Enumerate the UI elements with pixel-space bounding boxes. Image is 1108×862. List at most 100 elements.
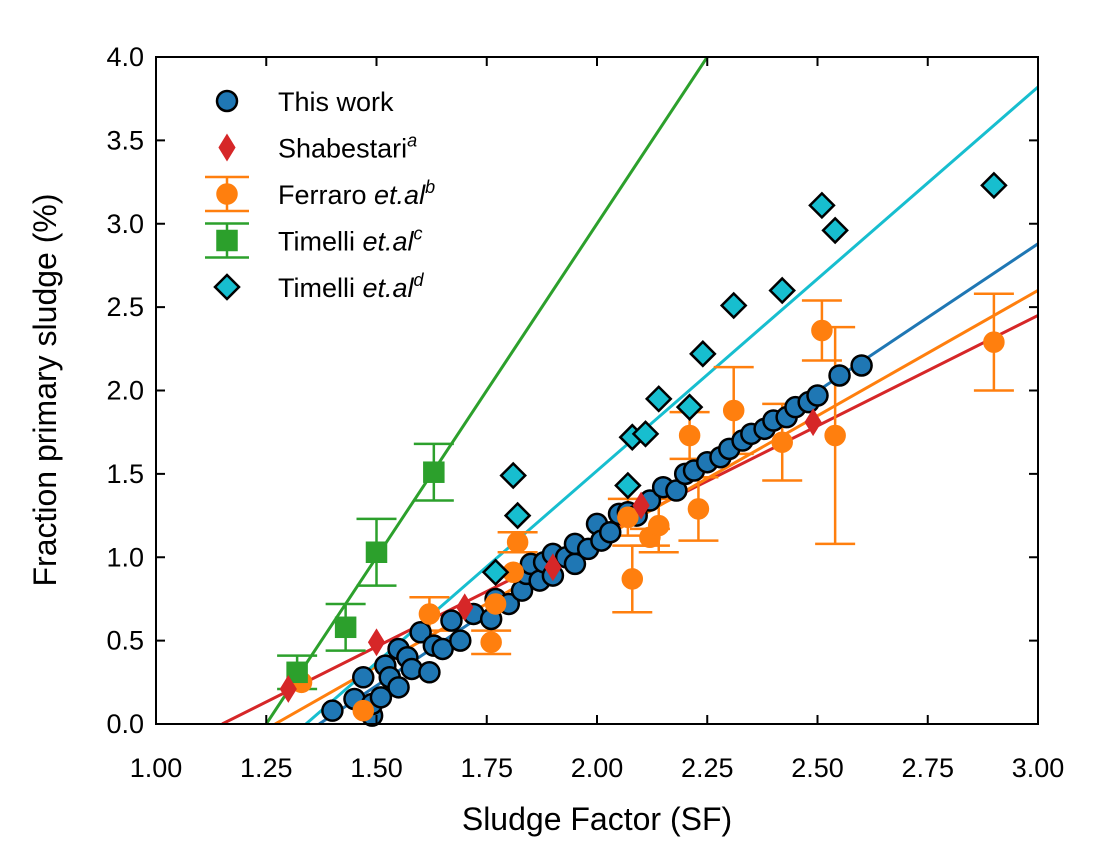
legend-marker-shabestari <box>218 133 236 162</box>
legend-label-part: et.al <box>363 273 415 303</box>
legend-marker-timelli_d <box>213 273 241 301</box>
point-ferraro <box>687 498 710 520</box>
point-shabestari <box>456 593 474 622</box>
point-this_work <box>598 520 622 544</box>
point-ferraro <box>617 506 639 528</box>
point-ferraro <box>811 319 833 342</box>
point-timelli_d <box>499 461 527 490</box>
point-this_work <box>409 621 432 644</box>
data-points <box>279 171 1008 727</box>
point-ferraro <box>647 514 670 537</box>
x-tick-label: 3.00 <box>1012 753 1065 783</box>
point-this_work <box>806 384 829 407</box>
point-shabestari <box>367 628 386 657</box>
legend-label-part: c <box>414 224 423 244</box>
point-timelli_d <box>644 385 673 413</box>
fit-line-timelli_c <box>264 57 709 724</box>
x-tick-label: 2.75 <box>901 753 954 783</box>
legend-label-this_work: This work <box>278 87 394 117</box>
x-tick-label: 2.25 <box>681 753 734 783</box>
y-tick-label: 3.5 <box>106 125 144 155</box>
point-this_work <box>850 354 873 377</box>
legend-item-this_work: This work <box>215 87 394 117</box>
y-tick-label: 2.5 <box>106 292 144 322</box>
legend-label-timelli_d: Timelli et.ald <box>278 270 425 303</box>
point-this_work <box>352 666 375 689</box>
point-ferraro <box>621 568 644 590</box>
point-timelli_d <box>481 558 510 587</box>
x-axis-title: Sludge Factor (SF) <box>462 801 732 837</box>
legend-label-part: a <box>407 131 417 151</box>
point-ferraro <box>506 531 529 553</box>
legend-label-part: b <box>425 177 435 197</box>
y-tick-label: 1.0 <box>106 542 144 572</box>
point-this_work <box>369 686 393 709</box>
point-timelli_c <box>365 541 388 563</box>
legend-marker-ferraro <box>216 183 238 205</box>
point-this_work <box>387 676 410 699</box>
legend-label-timelli_c: Timelli et.alc <box>278 224 423 257</box>
point-ferraro <box>678 424 701 447</box>
x-tick-label: 2.50 <box>791 753 844 783</box>
legend-label-part: et.al <box>363 227 415 257</box>
legend-marker-timelli_c <box>216 229 238 252</box>
point-shabestari <box>632 491 650 520</box>
point-ferraro <box>480 631 502 654</box>
y-tick-label: 3.0 <box>106 209 144 239</box>
legend-label-shabestari: Shabestaria <box>278 131 417 164</box>
point-timelli_d <box>503 501 532 530</box>
y-tick-label: 2.0 <box>106 376 144 406</box>
point-timelli_d <box>675 393 704 421</box>
y-tick-label: 1.5 <box>106 459 144 489</box>
legend-label-part: This work <box>278 87 394 117</box>
x-tick-label: 1.50 <box>350 753 403 783</box>
axis-ticks: 1.00 1.25 1.50 1.75 2.00 2.25 2.50 2.75 3.00 0.0 0… <box>106 42 1064 783</box>
x-tick-label: 2.00 <box>571 753 624 783</box>
legend-item-ferraro: Ferraro et.alb <box>205 175 435 213</box>
point-ferraro <box>484 593 507 615</box>
legend-label-part: Timelli <box>278 227 363 257</box>
point-timelli_d <box>980 171 1008 200</box>
point-this_work <box>449 629 472 652</box>
point-ferraro <box>418 603 441 625</box>
legend-item-shabestari: Shabestaria <box>218 131 417 164</box>
legend-label-part: Ferraro <box>278 180 374 210</box>
legend-label-part: Timelli <box>278 273 363 303</box>
y-tick-label: 0.0 <box>106 709 144 739</box>
point-this_work <box>828 364 851 387</box>
point-shabestari <box>544 553 562 582</box>
point-ferraro <box>771 431 793 453</box>
point-timelli_d <box>808 191 836 220</box>
y-tick-label: 0.5 <box>106 626 144 656</box>
point-timelli_c <box>423 461 445 483</box>
point-timelli_d <box>821 216 849 245</box>
point-ferraro <box>983 331 1005 353</box>
x-tick-label: 1.25 <box>240 753 293 783</box>
legend-label-part: Shabestari <box>278 134 407 164</box>
point-timelli_d <box>689 340 717 368</box>
point-shabestari <box>804 408 822 437</box>
point-timelli_d <box>719 291 748 320</box>
point-ferraro <box>352 699 375 722</box>
legend-marker-this_work <box>215 89 239 113</box>
legend-label-part: d <box>414 270 425 290</box>
point-timelli_c <box>286 661 308 684</box>
legend-label-part: et.al <box>374 180 426 210</box>
y-axis-title: Fraction primary sludge (%) <box>27 194 63 587</box>
x-tick-label: 1.75 <box>460 753 513 783</box>
point-shabestari <box>279 675 297 703</box>
x-tick-label: 1.00 <box>130 753 183 783</box>
point-ferraro <box>824 424 846 447</box>
point-timelli_d <box>768 276 796 305</box>
point-timelli_c <box>334 616 357 639</box>
point-this_work <box>431 637 454 661</box>
legend-item-timelli_c: Timelli et.alc <box>205 222 423 259</box>
point-timelli_d <box>614 471 642 500</box>
point-this_work <box>321 699 344 722</box>
point-ferraro <box>722 399 745 422</box>
legend-label-ferraro: Ferraro et.alb <box>278 177 435 210</box>
legend-item-timelli_d: Timelli et.ald <box>213 270 425 303</box>
point-this_work <box>418 661 441 684</box>
